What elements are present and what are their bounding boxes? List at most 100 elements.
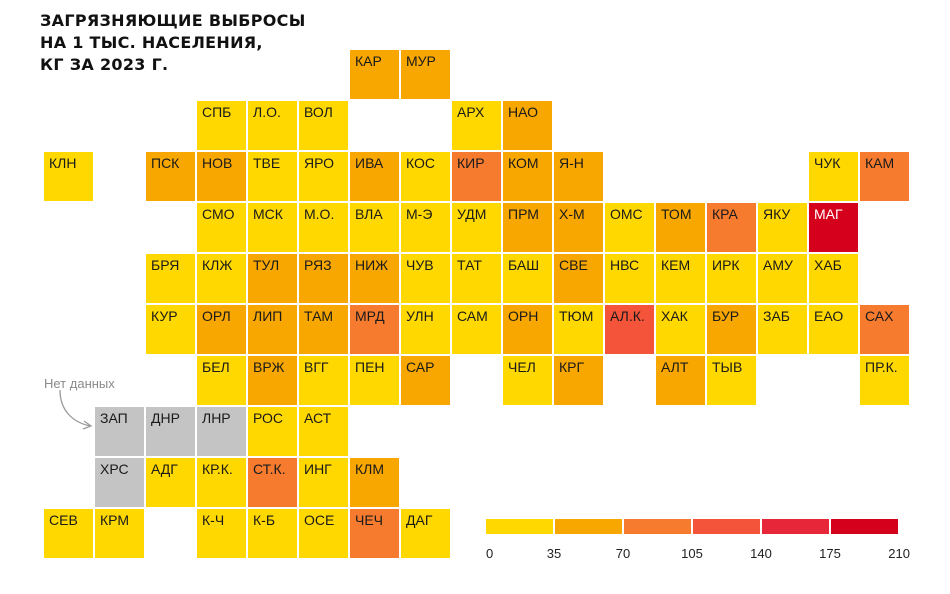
- region-label: ОМС: [610, 206, 643, 222]
- region-label: ПЕН: [355, 359, 385, 375]
- region-label: БУР: [712, 308, 740, 324]
- region-label: КАМ: [865, 155, 895, 171]
- region-label: КОМ: [508, 155, 539, 171]
- region-tile: ОСЕ: [299, 509, 348, 558]
- region-label: АСТ: [304, 410, 332, 426]
- map-title-line-3: КГ ЗА 2023 Г.: [40, 55, 169, 74]
- region-label: УДМ: [457, 206, 487, 222]
- region-tile: САР: [401, 356, 450, 405]
- region-tile: КР.К.: [197, 458, 246, 507]
- region-tile: КЛЖ: [197, 254, 246, 303]
- region-tile: КАМ: [860, 152, 909, 201]
- region-tile: ЧЕЧ: [350, 509, 399, 558]
- region-tile: СТ.К.: [248, 458, 297, 507]
- region-tile: ЕАО: [809, 305, 858, 354]
- region-label: Х-М: [559, 206, 585, 222]
- region-tile: ОРЛ: [197, 305, 246, 354]
- legend-tick-label: 175: [819, 546, 841, 561]
- region-label: АЛТ: [661, 359, 689, 375]
- region-tile: ТАТ: [452, 254, 501, 303]
- region-label: ЧУВ: [406, 257, 434, 273]
- region-label: ТВЕ: [253, 155, 281, 171]
- region-tile: ЯРО: [299, 152, 348, 201]
- region-label: ВРЖ: [253, 359, 285, 375]
- region-tile: НАО: [503, 101, 552, 150]
- region-tile: ТУЛ: [248, 254, 297, 303]
- region-label: НИЖ: [355, 257, 389, 273]
- region-tile: ПРМ: [503, 203, 552, 252]
- region-tile: САХ: [860, 305, 909, 354]
- region-tile: МСК: [248, 203, 297, 252]
- region-tile: СПБ: [197, 101, 246, 150]
- legend-tick-label: 35: [546, 546, 562, 561]
- region-tile: РЯЗ: [299, 254, 348, 303]
- region-tile: СЕВ: [44, 509, 93, 558]
- region-tile: АЛ.К.: [605, 305, 654, 354]
- region-label: М.О.: [304, 206, 335, 222]
- region-tile: ЛИП: [248, 305, 297, 354]
- region-label: Л.О.: [253, 104, 281, 120]
- region-tile: СМО: [197, 203, 246, 252]
- region-tile: К-Ч: [197, 509, 246, 558]
- legend-swatch: [486, 519, 553, 534]
- region-tile: ТЮМ: [554, 305, 603, 354]
- color-legend: 0 35 70 105 140 175 210: [486, 519, 910, 569]
- region-tile: ТВЕ: [248, 152, 297, 201]
- region-label: НВС: [610, 257, 640, 273]
- region-label: АДГ: [151, 461, 178, 477]
- region-label: ВЛА: [355, 206, 383, 222]
- region-label: ХАБ: [814, 257, 842, 273]
- region-tile: ЧУК: [809, 152, 858, 201]
- legend-swatch: [555, 519, 622, 534]
- region-label: ТОМ: [661, 206, 692, 222]
- region-label: ТЫВ: [712, 359, 743, 375]
- legend-swatch: [831, 519, 898, 534]
- region-label: ВОЛ: [304, 104, 333, 120]
- region-label: КЕМ: [661, 257, 691, 273]
- region-tile: МУР: [401, 50, 450, 99]
- region-tile: АЛТ: [656, 356, 705, 405]
- region-label: МСК: [253, 206, 283, 222]
- legend-tick-label: 210: [888, 546, 910, 561]
- region-tile: ЯКУ: [758, 203, 807, 252]
- region-tile: КЛН: [44, 152, 93, 201]
- region-label: РЯЗ: [304, 257, 332, 273]
- region-label: СМО: [202, 206, 235, 222]
- region-tile: Я-Н: [554, 152, 603, 201]
- region-tile: АРХ: [452, 101, 501, 150]
- region-tile: ВРЖ: [248, 356, 297, 405]
- region-label: ДАГ: [406, 512, 433, 528]
- region-tile: ИНГ: [299, 458, 348, 507]
- region-tile: КОС: [401, 152, 450, 201]
- region-tile: ТОМ: [656, 203, 705, 252]
- region-label: СПБ: [202, 104, 232, 120]
- legend-tick-label: 140: [750, 546, 772, 561]
- legend-swatch: [693, 519, 760, 534]
- region-label: КЛЖ: [202, 257, 233, 273]
- no-data-arrow-icon: [59, 389, 93, 430]
- region-tile: КЕМ: [656, 254, 705, 303]
- region-label: ЧЕЧ: [355, 512, 383, 528]
- region-label: ЗАП: [100, 410, 128, 426]
- region-tile: МРД: [350, 305, 399, 354]
- region-tile: ТЫВ: [707, 356, 756, 405]
- region-tile: СВЕ: [554, 254, 603, 303]
- region-label: ПРМ: [508, 206, 539, 222]
- region-label: ЛНР: [202, 410, 231, 426]
- region-label: ЕАО: [814, 308, 844, 324]
- region-label: ЯКУ: [763, 206, 791, 222]
- region-label: ТАМ: [304, 308, 334, 324]
- region-label: МАГ: [814, 206, 843, 222]
- region-tile: К-Б: [248, 509, 297, 558]
- region-tile: ХАБ: [809, 254, 858, 303]
- region-label: САР: [406, 359, 435, 375]
- region-tile: УДМ: [452, 203, 501, 252]
- region-tile: БУР: [707, 305, 756, 354]
- region-label: КРГ: [559, 359, 585, 375]
- region-tile: ЧЕЛ: [503, 356, 552, 405]
- region-tile: МАГ: [809, 203, 858, 252]
- region-label: ИРК: [712, 257, 740, 273]
- region-label: ДНР: [151, 410, 180, 426]
- region-label: ХАК: [661, 308, 688, 324]
